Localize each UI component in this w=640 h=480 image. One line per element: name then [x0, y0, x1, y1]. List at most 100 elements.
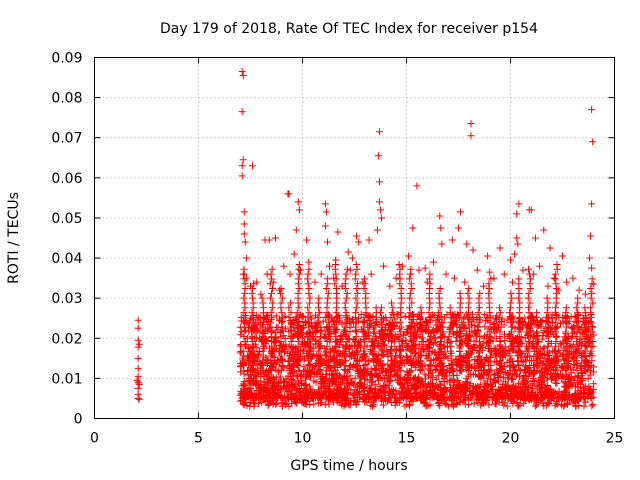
data-point [582, 323, 590, 331]
data-point [515, 347, 523, 355]
data-point [354, 398, 362, 406]
data-point [248, 309, 256, 317]
data-point [272, 345, 280, 353]
data-point [424, 337, 432, 345]
data-point [288, 334, 296, 342]
data-point [457, 387, 465, 395]
data-point [275, 378, 283, 386]
data-point [377, 206, 384, 214]
data-point [587, 232, 595, 240]
data-point [398, 337, 406, 345]
data-point [302, 318, 310, 326]
data-point [257, 377, 265, 385]
data-point [540, 344, 548, 352]
data-point [305, 309, 313, 317]
data-point [439, 397, 447, 405]
data-point [314, 393, 322, 401]
data-point [277, 347, 285, 355]
data-point [450, 274, 458, 282]
data-point [333, 393, 341, 401]
data-point [567, 380, 575, 388]
data-point [349, 391, 357, 399]
data-point [587, 285, 595, 293]
data-point [589, 323, 597, 331]
data-point [521, 369, 529, 377]
data-point [361, 275, 369, 283]
data-point [365, 236, 373, 244]
data-point [343, 265, 351, 273]
data-point [315, 347, 323, 355]
data-point [461, 391, 469, 399]
data-point [540, 329, 548, 337]
data-point [295, 378, 303, 386]
data-point [536, 262, 544, 270]
data-point [242, 274, 250, 282]
data-point [506, 363, 514, 371]
data-point [406, 336, 414, 344]
data-point [468, 363, 476, 371]
data-point [377, 333, 385, 341]
data-point [269, 278, 277, 286]
data-point [253, 373, 261, 381]
data-point [513, 234, 521, 242]
data-point [473, 266, 481, 274]
data-point [416, 333, 424, 341]
data-point [448, 236, 456, 244]
data-point [298, 334, 306, 342]
data-point [249, 347, 257, 355]
data-point [263, 358, 271, 366]
data-point [580, 349, 588, 357]
data-point [413, 379, 421, 387]
data-point [563, 352, 571, 360]
data-point [387, 347, 395, 355]
data-point [378, 323, 386, 331]
data-point [367, 371, 375, 379]
data-point [506, 384, 514, 392]
data-point [353, 342, 361, 350]
data-point [294, 198, 302, 206]
data-point [266, 318, 274, 326]
data-point [393, 311, 401, 319]
data-point [286, 270, 294, 278]
x-tick-label: 10 [294, 431, 312, 447]
data-point [347, 386, 355, 394]
data-point [437, 386, 445, 394]
data-point [250, 342, 258, 350]
data-point [418, 366, 426, 374]
data-point [516, 366, 524, 374]
data-point [293, 360, 301, 368]
data-point [285, 328, 293, 336]
data-point [448, 361, 456, 369]
data-point [239, 156, 247, 164]
data-point [365, 332, 373, 340]
data-point [487, 348, 495, 356]
data-point [330, 274, 338, 282]
data-point [448, 389, 456, 397]
data-point [287, 387, 295, 395]
data-point [552, 304, 560, 312]
data-point [582, 328, 590, 336]
data-point [321, 200, 329, 208]
data-point [301, 355, 309, 363]
data-point [431, 334, 439, 342]
data-point [285, 190, 293, 198]
data-point [377, 394, 385, 402]
data-point [433, 383, 441, 391]
data-point [402, 352, 410, 360]
data-point [346, 324, 354, 332]
data-point [375, 128, 383, 136]
data-point [419, 390, 427, 398]
y-tick-labels: 0 0.01 0.02 0.03 0.04 0.05 0.06 0.07 0.08 0.09 [51, 51, 82, 428]
data-point [510, 394, 518, 402]
data-point [445, 362, 453, 370]
data-point [407, 318, 415, 326]
data-point [464, 362, 472, 370]
data-point [457, 362, 465, 370]
data-point [532, 347, 540, 355]
data-point [476, 333, 484, 341]
data-point [564, 347, 572, 355]
data-point [478, 361, 486, 369]
data-point [589, 138, 597, 146]
data-point [562, 357, 570, 365]
